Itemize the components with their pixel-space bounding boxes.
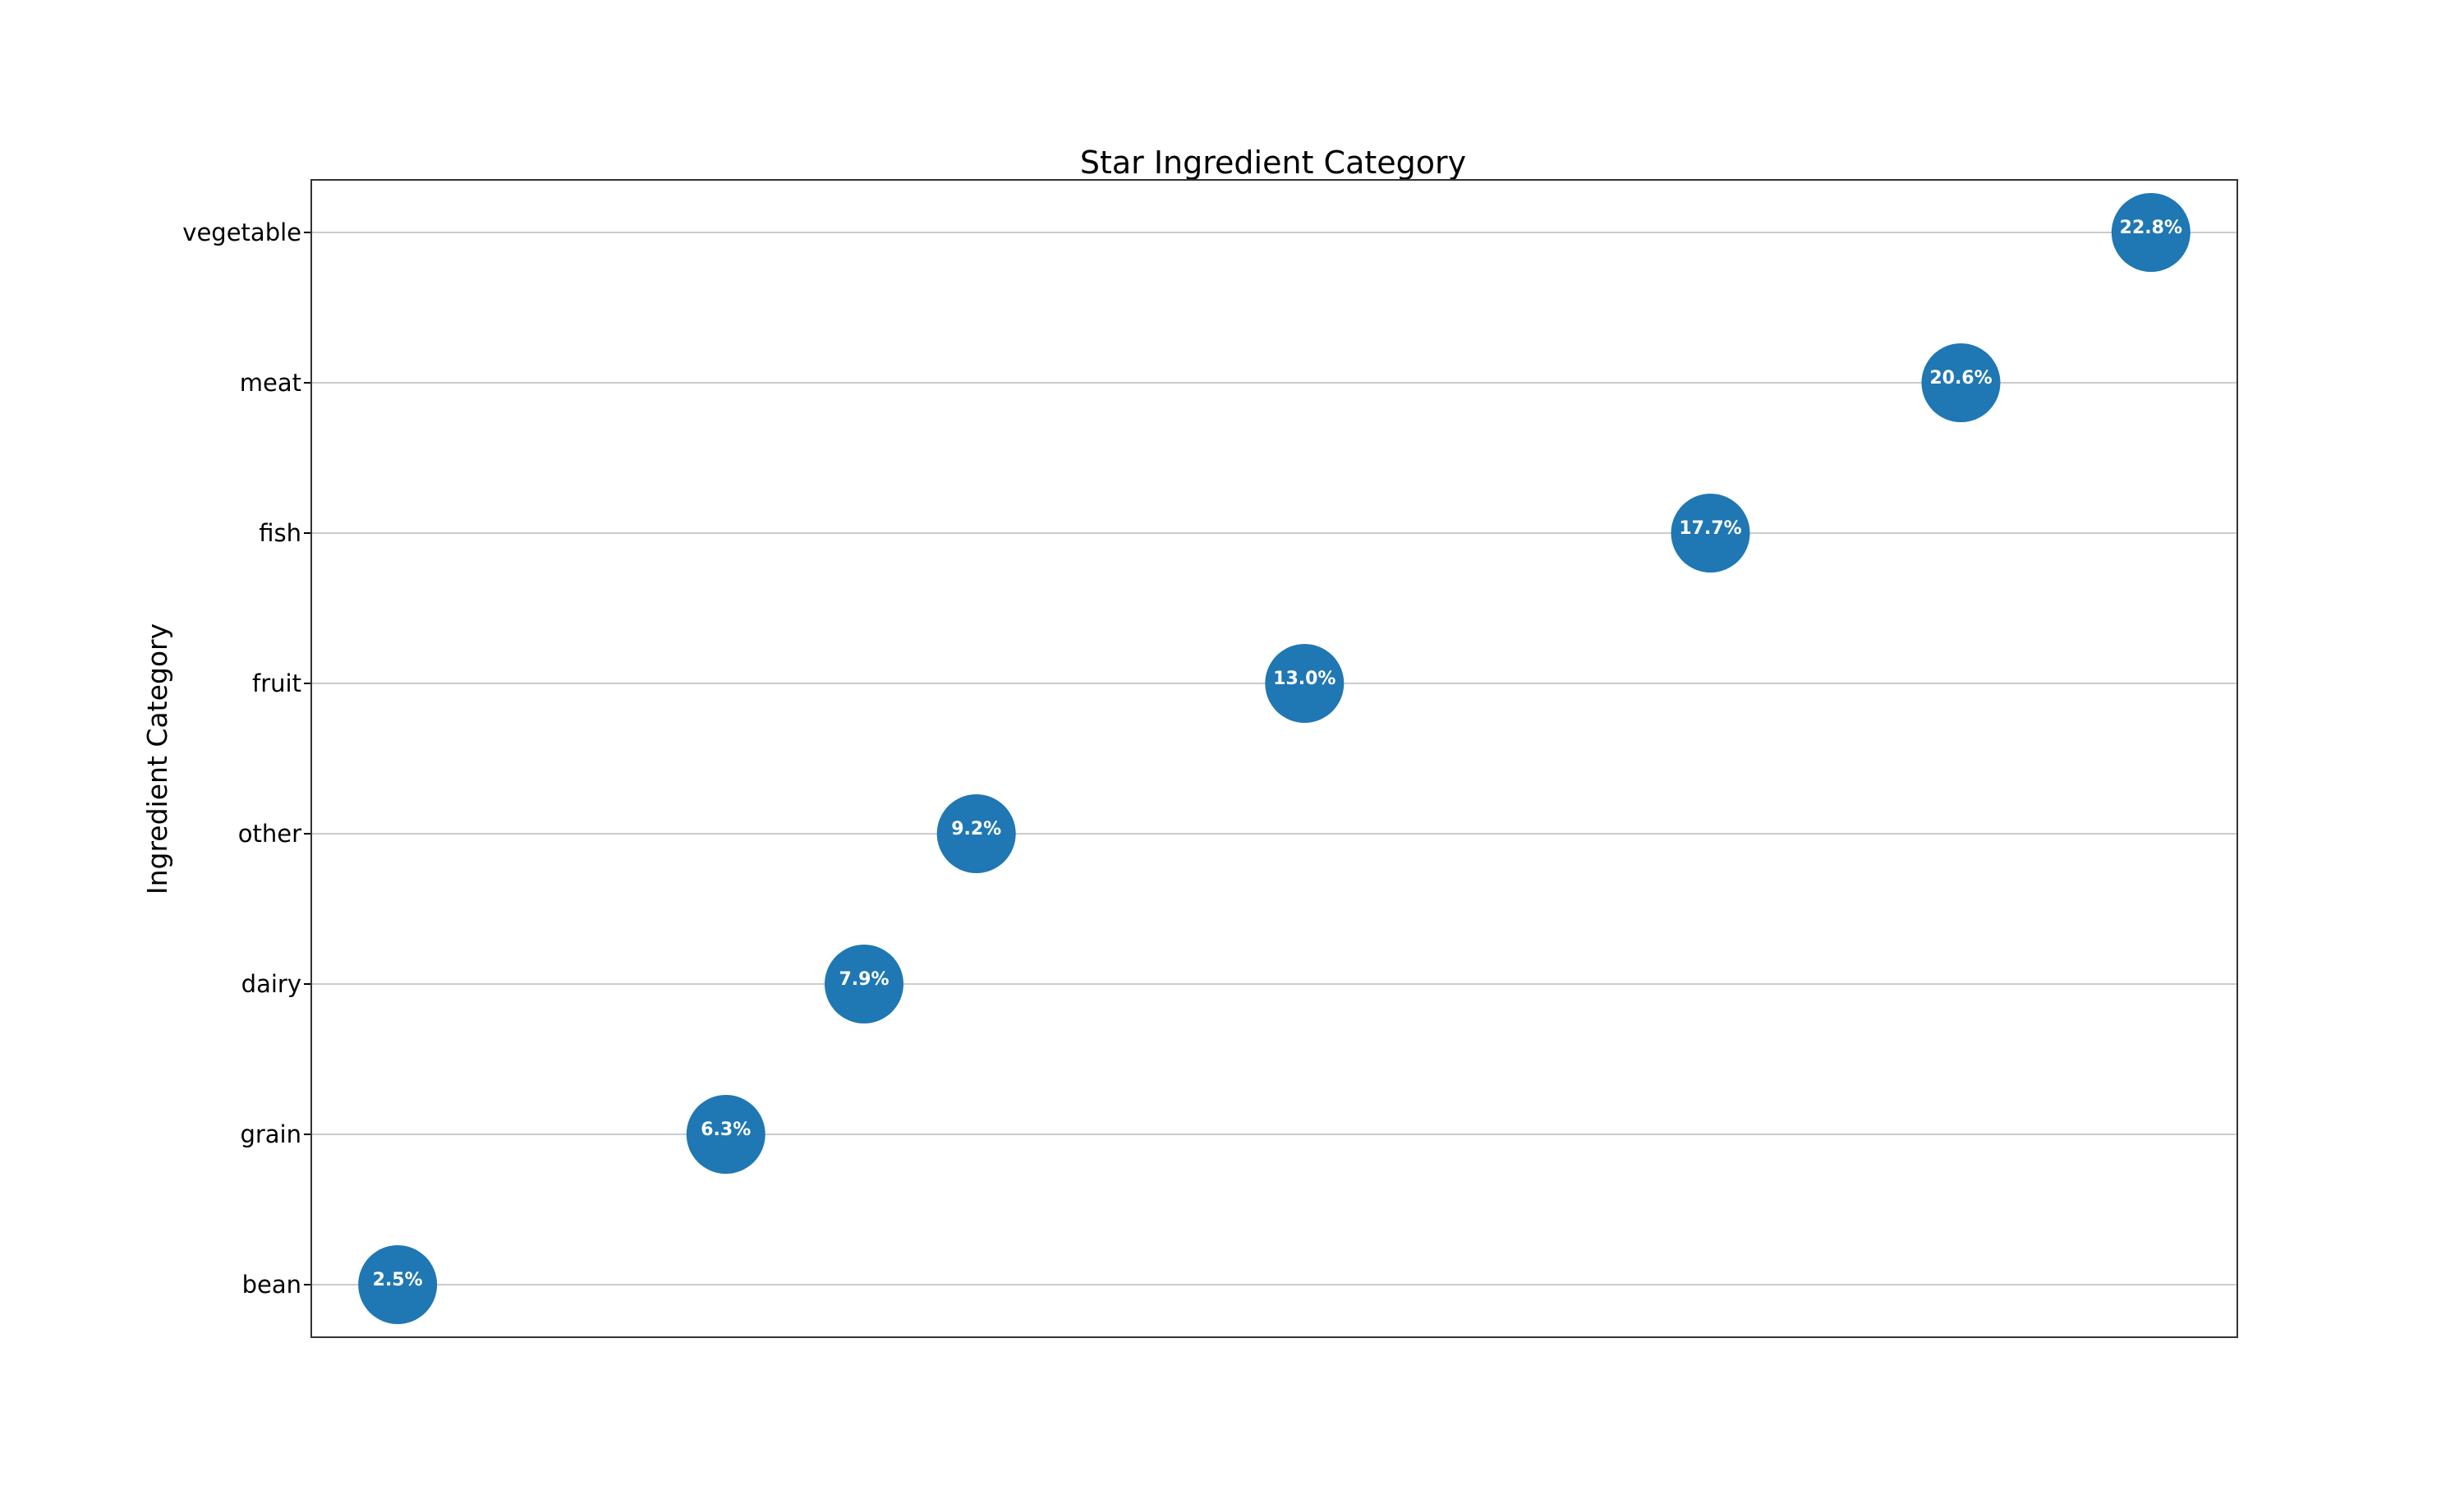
data-point-vegetable <box>2111 193 2190 272</box>
y-tick-label-vegetable: vegetable <box>182 218 301 246</box>
data-point-fruit <box>1265 644 1345 723</box>
y-tick-label-fruit: fruit <box>252 669 301 697</box>
data-point-grain <box>686 1095 765 1174</box>
y-tick-layer: bean grain dairy other fruit fish meat vegetabl… <box>182 218 311 1299</box>
data-label-grain: 6.3% <box>701 1120 751 1140</box>
data-label-vegetable: 22.8% <box>2120 218 2182 238</box>
data-label-bean: 2.5% <box>373 1270 423 1290</box>
y-tick-label-grain: grain <box>240 1120 301 1148</box>
data-label-fish: 17.7% <box>1679 518 1741 539</box>
data-point-layer: 2.5% 6.3% 7.9% 9.2% 13.0% 17.7% 20.6% 22.8% <box>358 193 2190 1324</box>
y-tick-label-meat: meat <box>240 369 301 397</box>
chart-title: Star Ingredient Category <box>1080 145 1466 181</box>
data-point-dairy <box>825 945 904 1023</box>
data-point-meat <box>1921 343 2001 422</box>
plot-frame <box>310 179 2238 1338</box>
y-tick-label-fish: fish <box>259 519 301 547</box>
data-point-other <box>936 794 1016 873</box>
y-tick-label-bean: bean <box>242 1271 301 1299</box>
data-label-other: 9.2% <box>951 819 1001 839</box>
y-tick-label-other: other <box>238 820 301 848</box>
y-tick-label-dairy: dairy <box>241 970 301 998</box>
data-label-dairy: 7.9% <box>839 969 889 990</box>
data-point-bean <box>358 1245 438 1324</box>
data-label-fruit: 13.0% <box>1273 669 1335 689</box>
data-point-fish <box>1671 494 1750 573</box>
data-label-meat: 20.6% <box>1929 368 1992 389</box>
y-axis-label: Ingredient Category <box>141 623 173 894</box>
